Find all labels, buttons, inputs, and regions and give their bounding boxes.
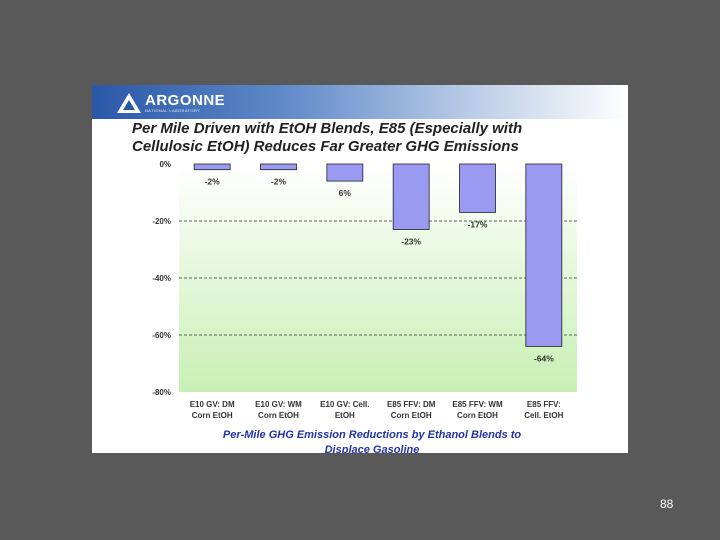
bar xyxy=(260,163,297,171)
footnote-line-2: Displace Gasoline xyxy=(324,444,420,453)
x-axis-categories: E10 GV: DM Corn EtOH E10 GV: WM Corn EtOH E1… xyxy=(190,400,564,420)
y-tick-label: -20% xyxy=(152,217,171,226)
data-labels: -2% -2% 6% -23% -17% -64% xyxy=(205,177,555,364)
x-category-label: Corn EtOH xyxy=(391,411,432,420)
page-number: 88 xyxy=(660,497,674,511)
x-category-label: E85 FFV: WM xyxy=(452,400,503,409)
bar xyxy=(459,163,496,213)
header-band: ARGONNE NATIONAL LABORATORY xyxy=(92,85,628,119)
bar-value-label: -23% xyxy=(401,237,421,247)
footnote-line-1: Per-Mile GHG Emission Reductions by Etha… xyxy=(222,429,522,441)
bar xyxy=(392,163,430,230)
bar xyxy=(326,163,364,182)
x-category-label: E85 FFV: DM xyxy=(387,400,436,409)
bar-value-label: -17% xyxy=(468,219,488,229)
bar xyxy=(525,163,563,347)
argonne-logo-icon xyxy=(117,93,141,113)
headline-line-1: Per Mile Driven with EtOH Blends, E85 (E… xyxy=(132,120,523,137)
x-category-label: Corn EtOH xyxy=(192,411,233,420)
x-category-label: EtOH xyxy=(335,411,355,420)
logo-name: ARGONNE xyxy=(145,92,226,109)
x-category-label: Corn EtOH xyxy=(258,411,299,420)
bar-value-label: -2% xyxy=(205,177,221,187)
slide: ARGONNE NATIONAL LABORATORY Per Mile Dri… xyxy=(92,85,628,453)
x-category-label: E10 GV: Cell. xyxy=(320,400,369,409)
grid-lines xyxy=(179,220,577,336)
logo-text: ARGONNE NATIONAL LABORATORY xyxy=(145,93,225,113)
x-category-label: E85 FFV: xyxy=(527,400,561,409)
headline-line-2: Cellulosic EtOH) Reduces Far Greater GHG… xyxy=(132,138,519,155)
argonne-logo: ARGONNE NATIONAL LABORATORY xyxy=(116,91,225,115)
plot-area xyxy=(179,164,577,392)
x-category-label: Corn EtOH xyxy=(457,411,498,420)
bars xyxy=(193,163,563,347)
x-category-label: E10 GV: WM xyxy=(255,400,302,409)
bar-value-label: 6% xyxy=(339,188,352,198)
slide-headline: Per Mile Driven with EtOH Blends, E85 (E… xyxy=(132,120,622,156)
logo-subtitle: NATIONAL LABORATORY xyxy=(145,108,201,113)
chart-footnote: Per-Mile GHG Emission Reductions by Etha… xyxy=(162,428,582,453)
bar-value-label: -64% xyxy=(534,353,554,363)
bar xyxy=(193,163,231,171)
y-tick-label: 0% xyxy=(159,160,171,169)
y-axis-ticks: 0% -20% -40% -60% -80% xyxy=(152,160,171,397)
y-tick-label: -80% xyxy=(152,388,171,397)
x-category-label: Cell. EtOH xyxy=(524,411,563,420)
y-tick-label: -40% xyxy=(152,274,171,283)
y-tick-label: -60% xyxy=(152,331,171,340)
bar-value-label: -2% xyxy=(271,177,287,187)
x-category-label: E10 GV: DM xyxy=(190,400,235,409)
